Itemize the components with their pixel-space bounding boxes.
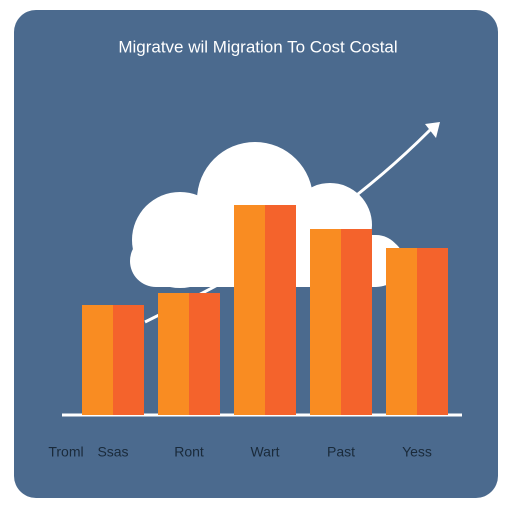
arrow-head xyxy=(425,122,440,138)
x-tick-label: Ront xyxy=(174,444,204,460)
x-tick-label: Ssas xyxy=(97,444,128,460)
bar xyxy=(310,229,372,415)
bar xyxy=(234,205,296,415)
x-tick-label: Past xyxy=(327,444,355,460)
x-label: Troml xyxy=(48,444,83,460)
x-tick-label: Wart xyxy=(250,444,279,460)
bar xyxy=(82,305,144,415)
x-tick-label: Yess xyxy=(402,444,432,460)
chart-title: Migratve wil Migration To Cost Costal xyxy=(118,37,397,56)
bar xyxy=(386,248,448,415)
bar xyxy=(158,293,220,415)
